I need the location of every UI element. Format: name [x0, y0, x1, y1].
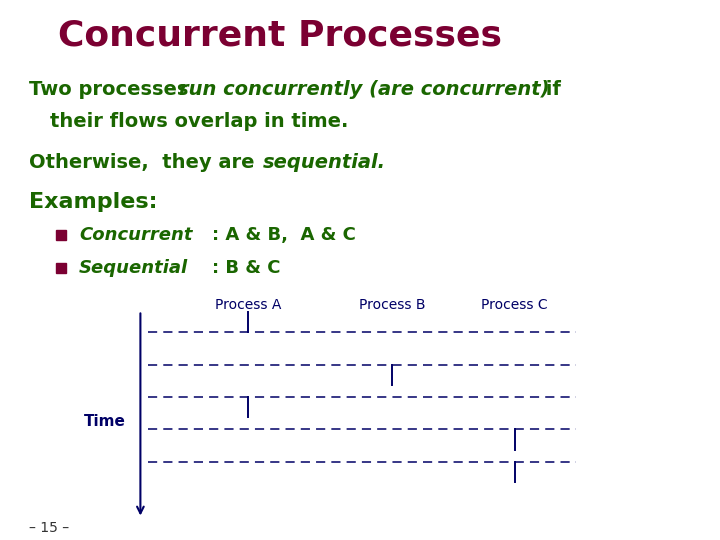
Text: Sequential: Sequential — [79, 259, 189, 278]
Text: sequential.: sequential. — [263, 152, 386, 172]
Text: : A & B,  A & C: : A & B, A & C — [212, 226, 356, 244]
Text: Concurrent Processes: Concurrent Processes — [58, 18, 502, 52]
Text: Two processes: Two processes — [29, 79, 195, 99]
Text: Otherwise,  they are: Otherwise, they are — [29, 152, 261, 172]
Text: Concurrent: Concurrent — [79, 226, 193, 244]
Text: – 15 –: – 15 – — [29, 521, 69, 535]
Text: run concurrently (are concurrent): run concurrently (are concurrent) — [179, 79, 549, 99]
Text: Examples:: Examples: — [29, 192, 157, 213]
Text: Process C: Process C — [482, 298, 548, 312]
Text: if: if — [539, 79, 560, 99]
Text: Time: Time — [84, 414, 125, 429]
Text: Process A: Process A — [215, 298, 282, 312]
Text: : B & C: : B & C — [212, 259, 281, 278]
Text: their flows overlap in time.: their flows overlap in time. — [50, 112, 348, 131]
Text: Process B: Process B — [359, 298, 426, 312]
